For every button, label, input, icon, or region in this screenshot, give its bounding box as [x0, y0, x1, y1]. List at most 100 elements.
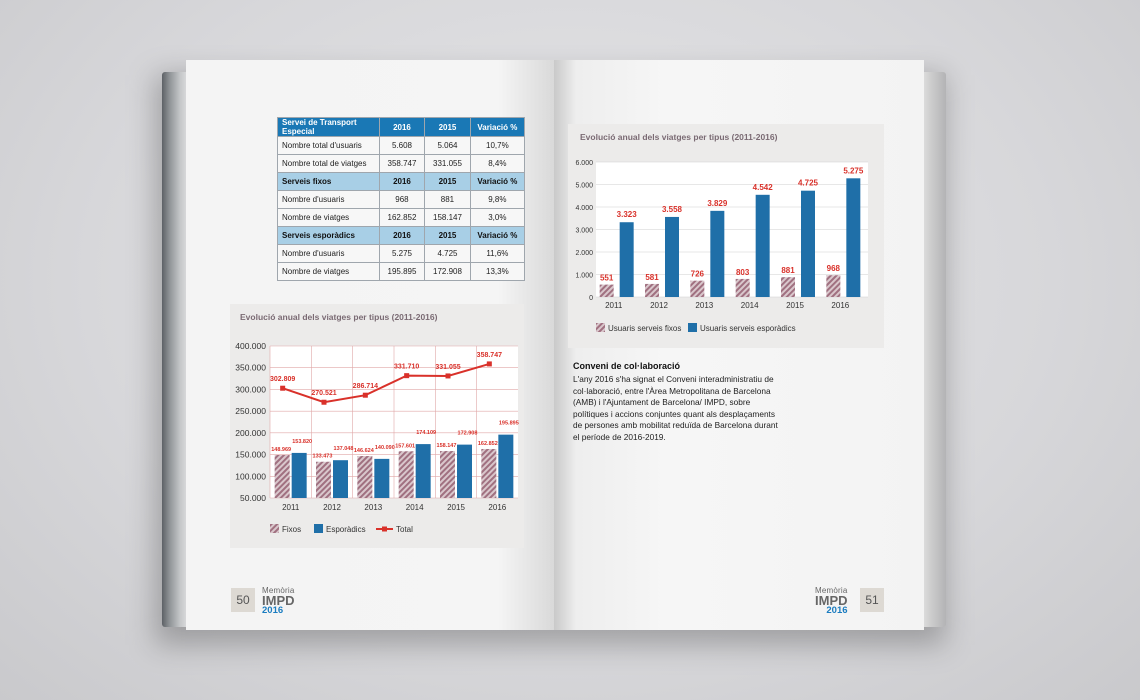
y-tick-label: 0: [589, 295, 593, 302]
y-tick-label: 3.000: [575, 228, 593, 235]
table-cell: 9,8%: [469, 190, 526, 209]
transport-table: Servei de Transport Especial 2016 2015 Vari…: [277, 117, 526, 281]
conveni-text: L'any 2016 s'ha signat el Conveni intera…: [573, 374, 778, 442]
bar-esporadics: [755, 194, 770, 297]
table-cell: 172.908: [424, 262, 471, 281]
x-tick-label: 2011: [282, 503, 300, 512]
table-row: Nombre de viatges 162.852 158.147 3,0%: [277, 208, 526, 227]
x-tick-label: 2012: [650, 301, 668, 310]
data-label-fixos: 133.473: [313, 454, 333, 460]
y-tick-label: 4.000: [575, 205, 593, 212]
data-label-fixos: 881: [781, 266, 795, 275]
data-label-fixos: 162.852: [478, 441, 498, 447]
data-label-fixos: 581: [645, 273, 659, 282]
table-cell: 5.064: [424, 136, 471, 155]
data-label-fixos: 551: [600, 274, 614, 283]
point-total: [280, 385, 286, 391]
point-total: [404, 373, 410, 379]
table-cell: 2015: [424, 117, 471, 137]
logo-right: Memòria IMPD 2016: [815, 586, 848, 616]
table-cell: Variació %: [469, 172, 526, 191]
table-cell: Nombre d'usuaris: [277, 244, 380, 263]
table-cell: 10,7%: [469, 136, 526, 155]
bar-fixos: [274, 455, 290, 498]
bar-fixos: [316, 461, 331, 498]
y-tick-label: 100.000: [235, 471, 266, 481]
table-cell: 2016: [378, 117, 426, 137]
y-tick-label: 250.000: [235, 406, 266, 416]
y-tick-label: 2.000: [575, 250, 593, 257]
table-cell: 2015: [424, 226, 471, 245]
table-cell: Variació %: [469, 226, 526, 245]
bar-fixos: [599, 284, 614, 297]
bar-esporadics: [665, 216, 679, 297]
table-cell: 968: [378, 190, 426, 209]
x-tick-label: 2016: [831, 301, 849, 310]
table-cell: Servei de Transport Especial: [277, 117, 380, 137]
bar-fixos: [357, 456, 373, 498]
table-cell: 881: [424, 190, 471, 209]
data-label-fixos: 148.969: [271, 447, 291, 453]
legend-swatch-esporadics: [314, 524, 323, 533]
table-cell: 4.725: [424, 244, 471, 263]
table-cell: 5.608: [378, 136, 426, 155]
legend-swatch-total-marker: [382, 526, 387, 532]
bar-esporadics: [415, 444, 431, 498]
table-header-row: Serveis esporàdics 2016 2015 Variació %: [277, 226, 526, 245]
table-cell: 13,3%: [469, 262, 526, 281]
y-tick-label: 1.000: [575, 273, 593, 280]
page-number-left: 50: [231, 588, 255, 612]
data-label-total: 358.747: [477, 352, 502, 359]
y-tick-label: 150.000: [235, 450, 266, 460]
legend-label-fixos: Usuaris serveis fixos: [608, 324, 681, 333]
table-cell: Nombre de viatges: [277, 262, 380, 281]
bar-fixos: [398, 451, 414, 498]
table-cell: 11,6%: [469, 244, 526, 263]
legend-label-esporadics: Usuaris serveis esporàdics: [700, 324, 796, 333]
x-tick-label: 2015: [786, 301, 804, 310]
bar-esporadics: [619, 222, 634, 297]
logo-impd: IMPD: [262, 593, 295, 608]
x-tick-label: 2011: [605, 301, 623, 310]
table-cell: Serveis esporàdics: [277, 226, 380, 245]
x-tick-label: 2013: [364, 503, 382, 512]
data-label-esporadics: 3.558: [662, 205, 683, 214]
data-label-esporadics: 3.829: [707, 199, 728, 208]
table-cell: 2015: [424, 172, 471, 191]
x-tick-label: 2014: [741, 301, 759, 310]
bar-fixos: [645, 283, 659, 297]
data-label-fixos: 146.624: [354, 448, 375, 454]
point-total: [321, 399, 327, 405]
chart-usuaris: 6.000 5.000 4.000 3.000 2.000 1.000 0 2011 551 3.…: [575, 160, 868, 333]
table-cell: Nombre total de viatges: [277, 154, 380, 173]
table-row: Nombre d'usuaris 968 881 9,8%: [277, 190, 526, 209]
legend-label-fixos: Fixos: [282, 525, 301, 534]
point-total: [445, 373, 451, 379]
x-tick-label: 2014: [406, 503, 424, 512]
table-header-row: Serveis fixos 2016 2015 Variació %: [277, 172, 526, 191]
bar-esporadics: [801, 190, 815, 297]
data-label-esporadics: 140.090: [375, 445, 395, 451]
conveni-title: Conveni de col·laboració: [573, 361, 681, 371]
bar-esporadics: [333, 460, 348, 498]
legend-swatch-esporadics: [688, 323, 697, 332]
bar-fixos: [440, 451, 455, 498]
y-tick-label: 400.000: [235, 341, 266, 351]
legend-label-total: Total: [396, 525, 413, 534]
table-cell: 195.895: [378, 262, 426, 281]
data-label-esporadics: 174.109: [416, 430, 436, 436]
legend-swatch-fixos: [596, 323, 605, 332]
logo-impd: IMPD: [815, 593, 848, 608]
data-label-fixos: 158.147: [437, 443, 457, 449]
table-cell: Nombre d'usuaris: [277, 190, 380, 209]
logo-left: Memòria IMPD 2016: [262, 586, 295, 616]
data-label-total: 302.809: [270, 376, 295, 383]
data-label-fixos: 726: [691, 270, 705, 279]
y-tick-label: 5.000: [575, 183, 593, 190]
table-cell: 8,4%: [469, 154, 526, 173]
page-number-right: 51: [860, 588, 884, 612]
logo-memoria: Memòria: [815, 586, 848, 595]
y-tick-label: 50.000: [240, 493, 266, 503]
table-header-row: Servei de Transport Especial 2016 2015 Vari…: [277, 117, 526, 137]
chart-viatges: 400.000 350.000 300.000 250.000 200.000 150.0…: [235, 341, 519, 534]
